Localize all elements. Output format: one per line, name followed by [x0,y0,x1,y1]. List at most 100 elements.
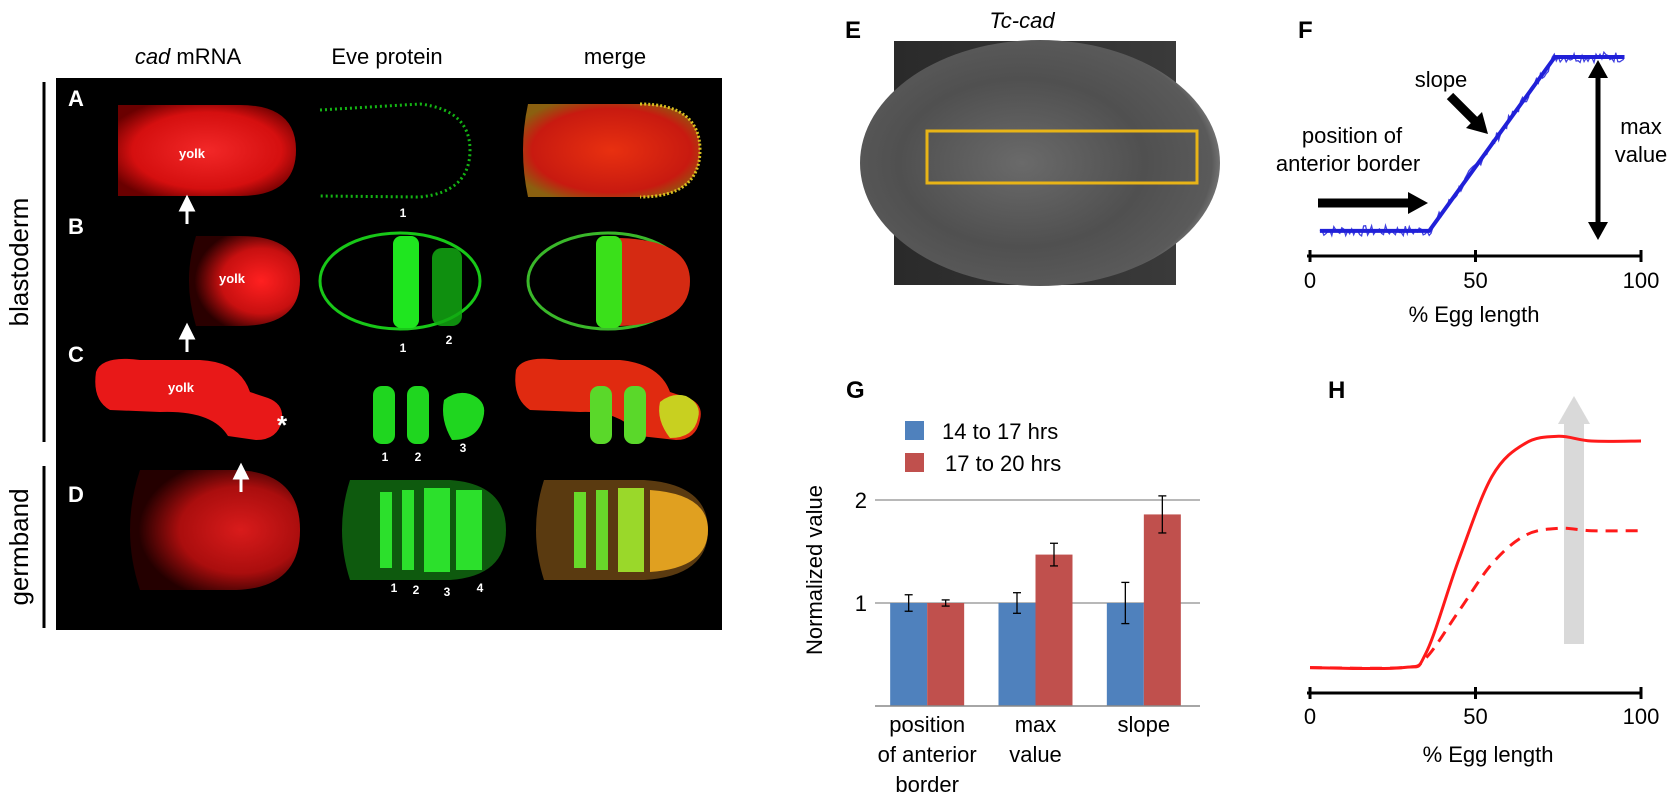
panel-f-max-arrowhead-top [1588,60,1608,78]
panel-f-max-label-1: max [1620,114,1662,139]
row-c-stripe-1: 1 [382,450,389,464]
error-bar-0-2 [1121,581,1130,625]
col-header-merge: merge [584,44,646,69]
legend-swatch-17-20 [905,453,924,472]
panel-g-category-label-1-0: max [1015,712,1057,737]
panel-g-category-labels: position of anterior border max value slope [878,712,1170,797]
error-bar-0-1 [1013,592,1021,614]
row-d-eve-stripe-3 [424,488,450,572]
panel-e: E Tc-cad [845,8,1220,286]
row-c-yolk-label: yolk [168,380,195,395]
panel-g-category-label-0-0: position [889,712,965,737]
bar-17-20-1 [1035,554,1073,706]
row-a-eve-embryo [319,102,472,199]
group-label-germband: germband [4,488,34,605]
row-a-images: yolk 1 [118,102,702,220]
panel-g-category-label-0-1: of anterior [878,742,977,767]
row-d-merge-stripe-2 [596,490,608,570]
group-label-blastoderm: blastoderm [4,198,34,327]
row-b-yolk-label: yolk [219,271,246,286]
row-c-merge-stripe-3 [659,394,699,438]
panel-g-ytick-2: 2 [855,488,867,513]
row-b-arrowhead [178,322,196,340]
row-a-merge-embryo [523,104,700,197]
row-a-yolk-label: yolk [179,146,206,161]
error-bar-0-0 [904,594,913,612]
panel-h-dashed-curve [1309,526,1642,670]
bar-14-17-0 [890,603,928,706]
row-b-eve-stripe-1 [393,236,419,328]
row-b-merge-stripe [596,236,622,328]
row-d-merge-stripe-3 [618,488,644,572]
row-c-stripe-2: 2 [415,450,422,464]
row-c-cad-embryo [95,358,283,440]
panel-g-legend: 14 to 17 hrs 17 to 20 hrs [905,419,1061,476]
row-c-eve-stripe-2 [407,386,429,444]
panel-f-fit-line [1319,55,1625,233]
panel-h-increase-arrow-shaft [1564,418,1584,644]
panel-g-ylabel: Normalized value [802,485,827,655]
panel-f-xtick-50: 50 [1463,268,1487,293]
row-d-images: 1 2 3 4 [130,470,708,599]
row-c-eve-stripe-3 [443,392,485,440]
panel-h-solid-curve [1309,434,1642,671]
row-d-stripe-1: 1 [391,581,398,595]
panel-f-border-label-1: position of [1302,123,1403,148]
legend-swatch-14-17 [905,421,924,440]
panel-f-max-label-2: value [1615,142,1668,167]
row-d-stripe-4: 4 [477,581,484,595]
panel-f: F 0 50 100 % Egg length slope position o… [1276,17,1667,327]
row-d-merge-posterior [650,490,708,572]
error-bar-1-0 [941,599,950,607]
row-c-star: * [277,410,288,440]
row-label-C: C [68,342,84,367]
panel-f-xlabel: % Egg length [1409,302,1540,327]
row-label-D: D [68,482,84,507]
row-b-merge-red [608,238,690,326]
bar-17-20-0 [927,603,965,706]
panel-letter-h: H [1328,377,1345,404]
row-b-eve-outline [318,231,482,331]
row-d-stripe-2: 2 [413,583,420,597]
panel-f-xtick-100: 100 [1623,268,1660,293]
panel-e-egg [860,40,1220,286]
row-d-eve-stripe-4 [456,490,482,570]
panel-g-category-label-1-1: value [1009,742,1062,767]
row-d-stripe-3: 3 [444,585,451,599]
panel-h-increase-arrowhead [1558,396,1590,424]
panel-g-category-label-2-0: slope [1118,712,1171,737]
panel-h-xtick-0: 0 [1304,704,1316,729]
panel-g-ytick-1: 1 [855,591,867,616]
panel-g-ytick-labels: 1 2 [855,488,867,616]
row-a-arrowhead [178,194,196,212]
row-b-stripe-2: 2 [446,333,453,347]
panel-letter-e: E [845,17,861,44]
panel-g-category-label-0-2: border [895,772,959,797]
panel-letter-f: F [1298,17,1313,44]
panel-h-ticks [1308,687,1643,699]
white-arrows [178,194,250,492]
panel-g-error-bars [904,495,1167,625]
panel-h-xlabel: % Egg length [1423,742,1554,767]
row-a-cad-embryo [118,105,296,196]
panel-letter-g: G [846,377,865,404]
panel-g-bars [890,514,1181,706]
panel-f-max-arrowhead-bottom [1588,222,1608,240]
row-b-eve-stripe-2 [432,248,462,326]
cad-rest: mRNA [170,44,241,69]
panel-f-ticks [1308,250,1643,262]
panel-h-xtick-100: 100 [1623,704,1660,729]
error-bar-1-1 [1050,542,1058,567]
panel-f-border-arrowhead [1408,192,1428,214]
row-c-arrowhead [232,462,250,480]
col-header-cad: cad mRNA [135,44,242,69]
col-header-eve: Eve protein [331,44,442,69]
row-b-stripe-1: 1 [400,341,407,355]
row-d-cad-embryo [130,470,300,590]
legend-label-17-20: 17 to 20 hrs [945,451,1061,476]
row-c-merge-stripe-1 [590,386,612,444]
error-bar-1-2 [1158,495,1167,534]
panel-f-border-label-2: anterior border [1276,151,1420,176]
row-c-images: yolk * 1 2 3 [95,358,701,464]
